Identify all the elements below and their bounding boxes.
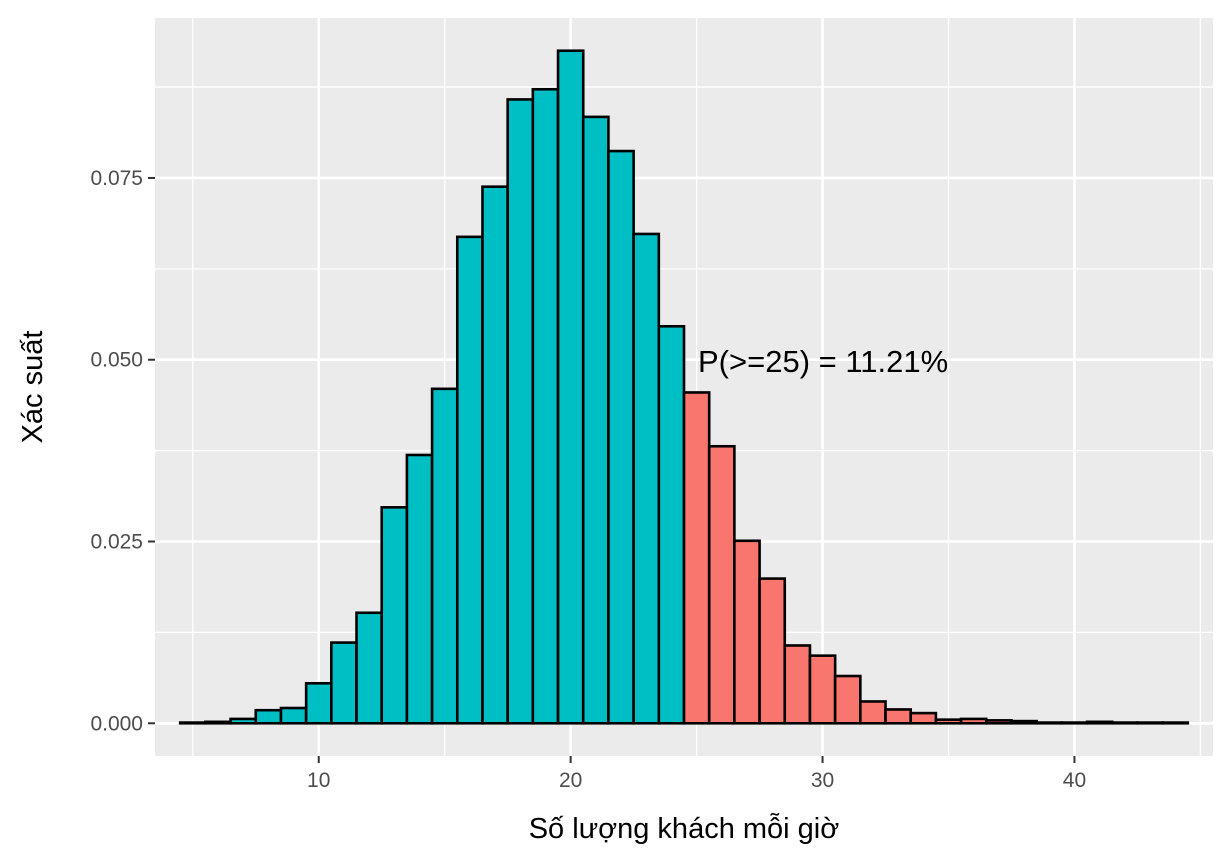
histogram-bar — [859, 700, 887, 725]
histogram-bar — [556, 49, 585, 725]
x-tick-label: 20 — [559, 769, 582, 792]
histogram-bar — [909, 711, 938, 725]
histogram-bar — [884, 708, 913, 725]
histogram-bar — [1010, 719, 1038, 725]
histogram-bar — [1085, 720, 1114, 725]
x-axis-title: Số lượng khách mỗi giờ — [529, 812, 840, 845]
histogram-bar — [632, 232, 661, 725]
histogram-bar — [330, 641, 358, 725]
histogram-bar — [380, 506, 409, 725]
y-tick-label: 0.075 — [90, 167, 143, 190]
x-tick-label: 40 — [1063, 769, 1086, 792]
histogram-bar — [682, 391, 711, 725]
x-tick-label: 30 — [811, 769, 834, 792]
histogram-bar — [758, 577, 787, 725]
x-axis: 10 20 30 40 — [307, 756, 1086, 792]
histogram-bar — [833, 674, 862, 725]
histogram-bar — [1161, 721, 1190, 725]
histogram-bar — [1060, 721, 1089, 725]
histogram-bar — [304, 681, 333, 725]
x-tick-label: 10 — [307, 769, 330, 792]
histogram-bar — [531, 87, 560, 725]
histogram-bar — [1110, 721, 1139, 725]
histogram-bar — [455, 235, 484, 725]
histogram-bar — [506, 98, 535, 725]
bars — [178, 49, 1190, 725]
histogram-bar — [430, 387, 459, 725]
histogram-bar — [984, 719, 1013, 725]
histogram-bar — [959, 717, 988, 725]
histogram-bar — [279, 706, 308, 725]
annotation-label: P(>=25) = 11.21% — [698, 344, 948, 379]
histogram-bar — [607, 149, 635, 725]
histogram-bar — [254, 708, 283, 725]
histogram-bar — [229, 717, 258, 725]
y-tick-label: 0.025 — [90, 531, 143, 554]
histogram-bar — [657, 324, 686, 725]
histogram-bar — [481, 185, 509, 725]
histogram-bar — [204, 720, 232, 725]
histogram-bar — [707, 444, 736, 725]
histogram-bar — [934, 718, 963, 725]
histogram-bar — [178, 721, 207, 725]
y-tick-label: 0.000 — [90, 712, 143, 735]
y-axis: 0.000 0.025 0.050 0.075 — [90, 167, 155, 735]
y-tick-label: 0.050 — [90, 349, 143, 372]
histogram-bar — [1035, 721, 1064, 725]
histogram-bar — [405, 453, 434, 725]
histogram-bar — [783, 644, 812, 725]
histogram-bar — [808, 654, 837, 725]
histogram-bar — [355, 611, 384, 725]
histogram-bar — [581, 115, 610, 725]
y-axis-title: Xác suất — [17, 331, 49, 444]
histogram-bar — [1136, 721, 1164, 725]
histogram-bar — [733, 539, 761, 725]
